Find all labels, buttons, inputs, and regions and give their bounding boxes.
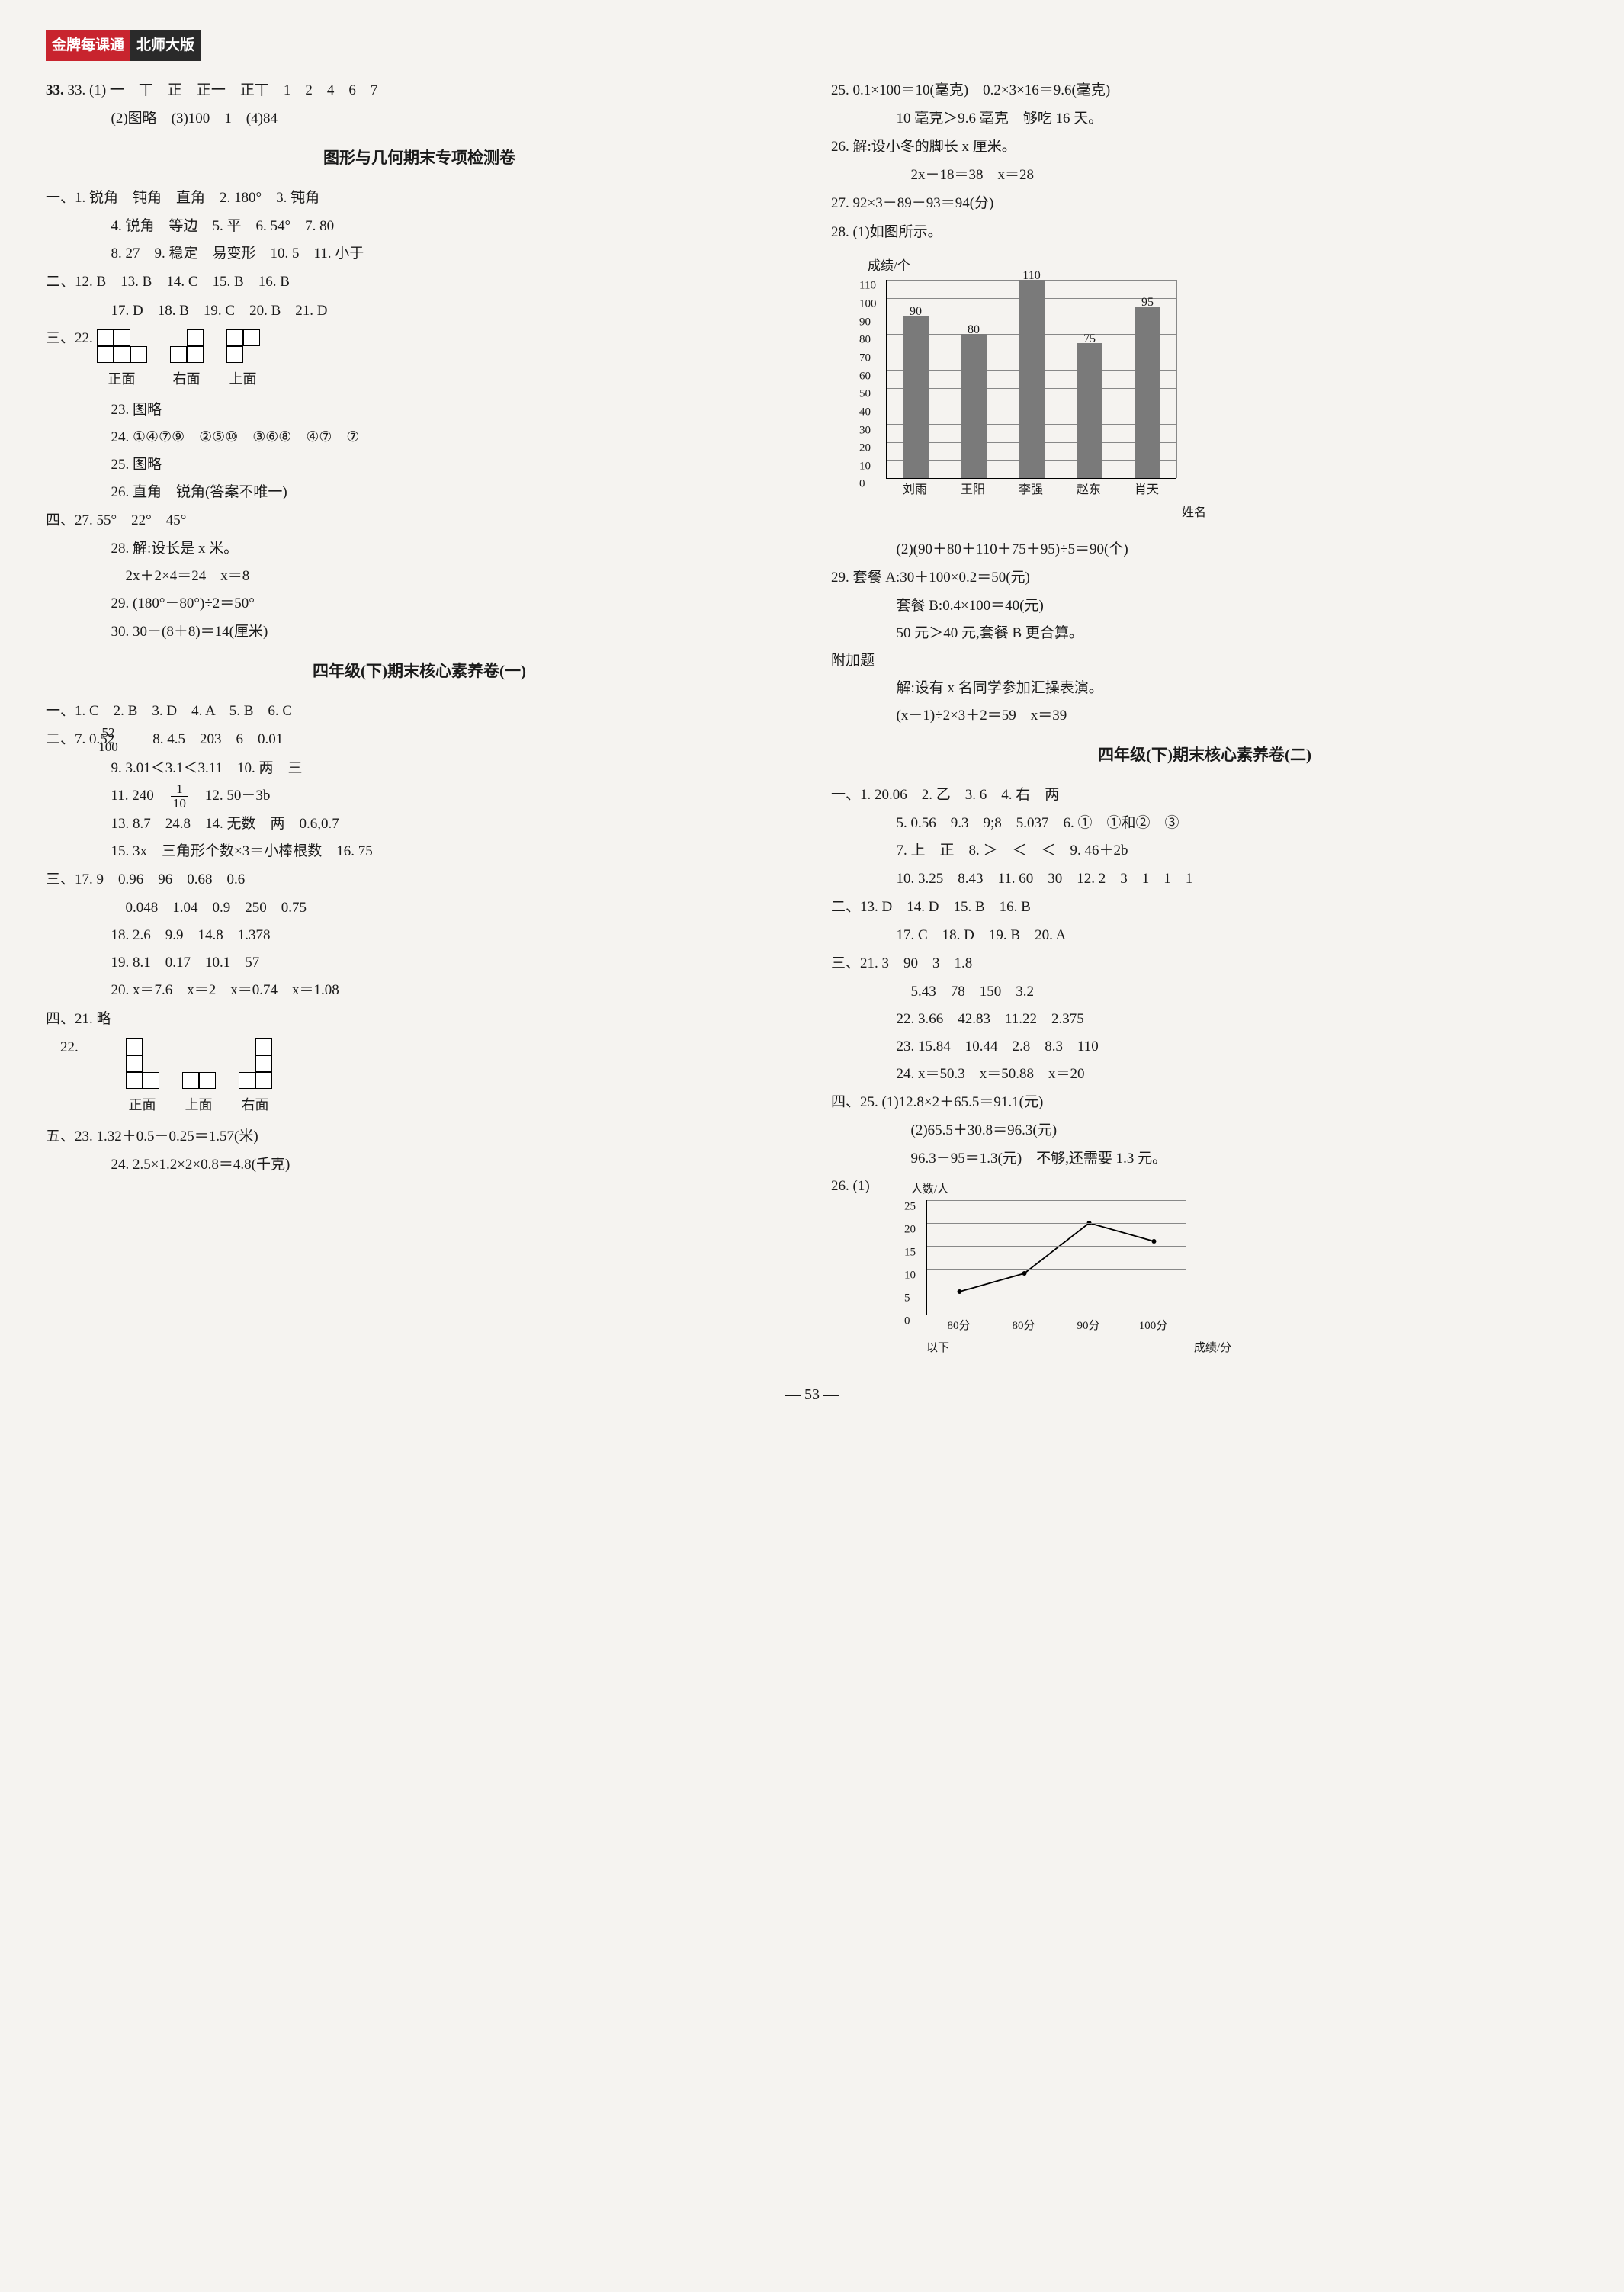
extra-label: 附加题 bbox=[831, 647, 1578, 675]
t2-s5-24: 24. 2.5×1.2×2×0.8＝4.8(千克) bbox=[46, 1151, 793, 1179]
t2-s3-18: 18. 2.6 9.9 14.8 1.378 bbox=[46, 922, 793, 949]
line-chart: 人数/人 5101520250 80分80分90分100分 以下 成绩/分 bbox=[903, 1179, 1231, 1359]
q33-1: 33. 33. (1) 一 丅 正 正一 正丅 1 2 4 6 7 bbox=[46, 77, 793, 104]
s2-1: 二、12. B 13. B 14. C 15. B 16. B bbox=[46, 268, 793, 296]
view2-front: 正面 bbox=[126, 1038, 159, 1118]
views-q22b: 正面 上面 右面 bbox=[126, 1038, 272, 1118]
section-title-1: 图形与几何期末专项检测卷 bbox=[46, 143, 793, 174]
t2-s2-13: 13. 8.7 24.8 14. 无数 两 0.6,0.7 bbox=[46, 811, 793, 838]
s1-2: 4. 锐角 等边 5. 平 6. 54° 7. 80 bbox=[46, 213, 793, 240]
s3-24: 24. ①④⑦⑨ ②⑤⑩ ③⑥⑧ ④⑦ ⑦ bbox=[46, 424, 793, 451]
t2-s2-15: 15. 3x 三角形个数×3＝小棒根数 16. 75 bbox=[46, 838, 793, 865]
s4-30: 30. 30－(8＋8)＝14(厘米) bbox=[46, 618, 793, 646]
p2-s3-21b: 5.43 78 150 3.2 bbox=[831, 978, 1578, 1006]
ext-a: 解:设有 x 名同学参加汇操表演。 bbox=[831, 675, 1578, 702]
t2-s3-19: 19. 8.1 0.17 10.1 57 bbox=[46, 949, 793, 977]
t2-s2-7: 二、7. 0.52 52100 8. 4.5 203 6 0.01 bbox=[46, 726, 793, 754]
s3-23: 23. 图略 bbox=[46, 396, 793, 424]
view-right: 右面 bbox=[170, 329, 204, 392]
s4-29: 29. (180°－80°)÷2＝50° bbox=[46, 590, 793, 618]
r29c: 50 元＞40 元,套餐 B 更合算。 bbox=[831, 620, 1578, 647]
view2-right: 右面 bbox=[239, 1038, 272, 1118]
s4-28b: 2x＋2×4＝24 x＝8 bbox=[46, 563, 793, 590]
r25a: 25. 0.1×100＝10(毫克) 0.2×3×16＝9.6(毫克) bbox=[831, 77, 1578, 104]
section-title-3: 四年级(下)期末核心素养卷(二) bbox=[831, 740, 1578, 771]
brand-red: 金牌每课通 bbox=[46, 30, 130, 61]
lc-x-title: 成绩/分 bbox=[1194, 1342, 1231, 1354]
t2-s4-22label: 22. bbox=[46, 1034, 126, 1061]
p2-s1-7: 7. 上 正 8. ＞ ＜ ＜ 9. 46＋2b bbox=[831, 837, 1578, 865]
t2-s3-17a: 三、17. 9 0.96 96 0.68 0.6 bbox=[46, 866, 793, 894]
r28a: 28. (1)如图所示。 bbox=[831, 219, 1578, 246]
view-top: 上面 bbox=[226, 329, 260, 392]
page-number: — 53 — bbox=[46, 1380, 1578, 1409]
s3-26: 26. 直角 锐角(答案不唯一) bbox=[46, 479, 793, 506]
p2-s1-1: 一、1. 20.06 2. 乙 3. 6 4. 右 两 bbox=[831, 782, 1578, 809]
t2-s2-11: 11. 240 110 12. 50－3b bbox=[46, 782, 793, 811]
left-column: 33. 33. (1) 一 丅 正 正一 正丅 1 2 4 6 7 (2)图略 … bbox=[46, 76, 793, 1359]
r29b: 套餐 B:0.4×100＝40(元) bbox=[831, 592, 1578, 620]
p2-s4-25a: 四、25. (1)12.8×2＋65.5＝91.1(元) bbox=[831, 1089, 1578, 1116]
p2-s4-25b: (2)65.5＋30.8＝96.3(元) bbox=[831, 1117, 1578, 1144]
s3-label: 三、22. bbox=[46, 325, 97, 352]
s4-27: 四、27. 55° 22° 45° bbox=[46, 507, 793, 534]
s1-3: 8. 27 9. 稳定 易变形 10. 5 11. 小于 bbox=[46, 240, 793, 268]
right-column: 25. 0.1×100＝10(毫克) 0.2×3×16＝9.6(毫克) 10 毫… bbox=[831, 76, 1578, 1359]
r29a: 29. 套餐 A:30＋100×0.2＝50(元) bbox=[831, 564, 1578, 592]
view-front: 正面 bbox=[97, 329, 147, 392]
header-bar: 金牌每课通 北师大版 bbox=[46, 30, 201, 61]
p2-s3-23: 23. 15.84 10.44 2.8 8.3 110 bbox=[831, 1033, 1578, 1061]
t2-s5-23: 五、23. 1.32＋0.5－0.25＝1.57(米) bbox=[46, 1123, 793, 1151]
section-title-2: 四年级(下)期末核心素养卷(一) bbox=[46, 656, 793, 687]
s1-1: 一、1. 锐角 钝角 直角 2. 180° 3. 钝角 bbox=[46, 185, 793, 212]
r26b: 2x－18＝38 x＝28 bbox=[831, 162, 1578, 189]
p2-s1-10: 10. 3.25 8.43 11. 60 30 12. 2 3 1 1 1 bbox=[831, 865, 1578, 893]
p2-s2-17: 17. C 18. D 19. B 20. A bbox=[831, 922, 1578, 949]
ext-b: (x－1)÷2×3＋2＝59 x＝39 bbox=[831, 702, 1578, 730]
views-q22: 正面 右面 上面 bbox=[97, 329, 260, 392]
p2-s3-21a: 三、21. 3 90 3 1.8 bbox=[831, 950, 1578, 977]
brand-black: 北师大版 bbox=[130, 30, 201, 61]
t2-s4-21: 四、21. 略 bbox=[46, 1006, 793, 1033]
p2-26a: 26. (1) bbox=[831, 1173, 903, 1200]
view2-top: 上面 bbox=[182, 1038, 216, 1118]
r25b: 10 毫克＞9.6 毫克 够吃 16 天。 bbox=[831, 105, 1578, 133]
s3-25: 25. 图略 bbox=[46, 451, 793, 479]
page-columns: 33. 33. (1) 一 丅 正 正一 正丅 1 2 4 6 7 (2)图略 … bbox=[46, 76, 1578, 1359]
r27: 27. 92×3－89－93＝94(分) bbox=[831, 190, 1578, 217]
r28b: (2)(90＋80＋110＋75＋95)÷5＝90(个) bbox=[831, 536, 1578, 563]
s4-28a: 28. 解:设长是 x 米。 bbox=[46, 535, 793, 563]
t2-s3-20: 20. x＝7.6 x＝2 x＝0.74 x＝1.08 bbox=[46, 977, 793, 1004]
t2-s3-17b: 0.048 1.04 0.9 250 0.75 bbox=[46, 894, 793, 922]
p2-s1-5: 5. 0.56 9.3 9;8 5.037 6. ① ①和② ③ bbox=[831, 810, 1578, 837]
p2-s2-13: 二、13. D 14. D 15. B 16. B bbox=[831, 894, 1578, 921]
bar-y-title: 成绩/个 bbox=[868, 254, 1578, 278]
lc-y-title: 人数/人 bbox=[911, 1179, 1231, 1201]
bar-chart: 成绩/个 10203040506070809010011009080110759… bbox=[831, 254, 1578, 525]
t2-s1: 一、1. C 2. B 3. D 4. A 5. B 6. C bbox=[46, 698, 793, 725]
p2-s4-25c: 96.3－95＝1.3(元) 不够,还需要 1.3 元。 bbox=[831, 1145, 1578, 1173]
bar-x-title: 姓名 bbox=[886, 502, 1206, 525]
t2-s2-9: 9. 3.01＜3.1＜3.11 10. 两 三 bbox=[46, 755, 793, 782]
p2-s3-24: 24. x＝50.3 x＝50.88 x＝20 bbox=[831, 1061, 1578, 1088]
q33-2: (2)图略 (3)100 1 (4)84 bbox=[46, 105, 793, 133]
r26a: 26. 解:设小冬的脚长 x 厘米。 bbox=[831, 133, 1578, 161]
p2-s3-22: 22. 3.66 42.83 11.22 2.375 bbox=[831, 1006, 1578, 1033]
s2-2: 17. D 18. B 19. C 20. B 21. D bbox=[46, 297, 793, 325]
